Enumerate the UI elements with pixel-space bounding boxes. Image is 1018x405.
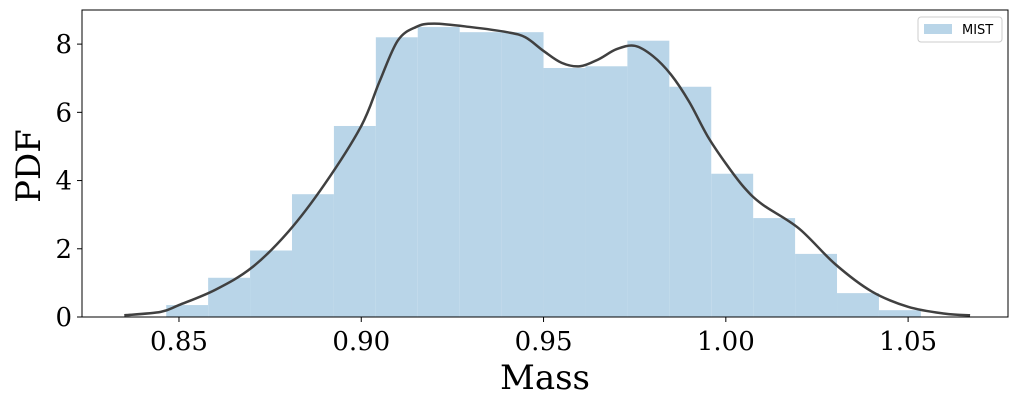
legend-swatch [924, 24, 952, 34]
y-tick-label: 0 [55, 303, 72, 333]
x-axis-label: Mass [500, 358, 590, 398]
histogram-bar [711, 173, 754, 317]
histogram-bar [208, 277, 251, 317]
x-tick-label: 0.95 [515, 327, 573, 357]
histogram-bar [837, 293, 879, 317]
histogram-bar [627, 40, 670, 317]
histogram-bar [795, 253, 838, 317]
histogram-bar [333, 125, 376, 317]
histogram-bar [585, 66, 628, 318]
histogram-bar [417, 27, 460, 318]
x-tick-label: 1.05 [879, 327, 937, 357]
y-axis: 0 2 4 6 8 [55, 30, 82, 333]
histogram-bar [753, 218, 796, 317]
histogram-bar [250, 250, 292, 317]
x-tick-label: 1.00 [697, 327, 755, 357]
y-axis-label: PDF [9, 129, 49, 203]
y-tick-label: 8 [55, 30, 72, 60]
x-tick-label: 0.85 [150, 327, 208, 357]
histogram-bar [543, 67, 586, 317]
histogram-bar [166, 305, 209, 317]
histogram-bar [878, 310, 921, 317]
histogram-bars [166, 27, 921, 318]
x-tick-label: 0.90 [332, 327, 390, 357]
plot-frame [81, 9, 1009, 318]
y-tick-label: 2 [55, 235, 72, 265]
histogram-bar [375, 37, 418, 318]
kde-line [124, 22, 971, 317]
legend-label: MIST [962, 23, 993, 38]
x-axis: 0.85 0.90 0.95 1.00 1.05 [150, 317, 937, 357]
y-tick-label: 6 [55, 98, 72, 128]
histogram-bar [669, 86, 712, 317]
legend: MIST [917, 16, 1003, 43]
y-tick-label: 4 [55, 167, 72, 197]
legend-frame [917, 16, 1003, 43]
histogram-bar [501, 32, 544, 318]
histogram-bar [459, 32, 502, 318]
histogram-bar [291, 194, 334, 317]
